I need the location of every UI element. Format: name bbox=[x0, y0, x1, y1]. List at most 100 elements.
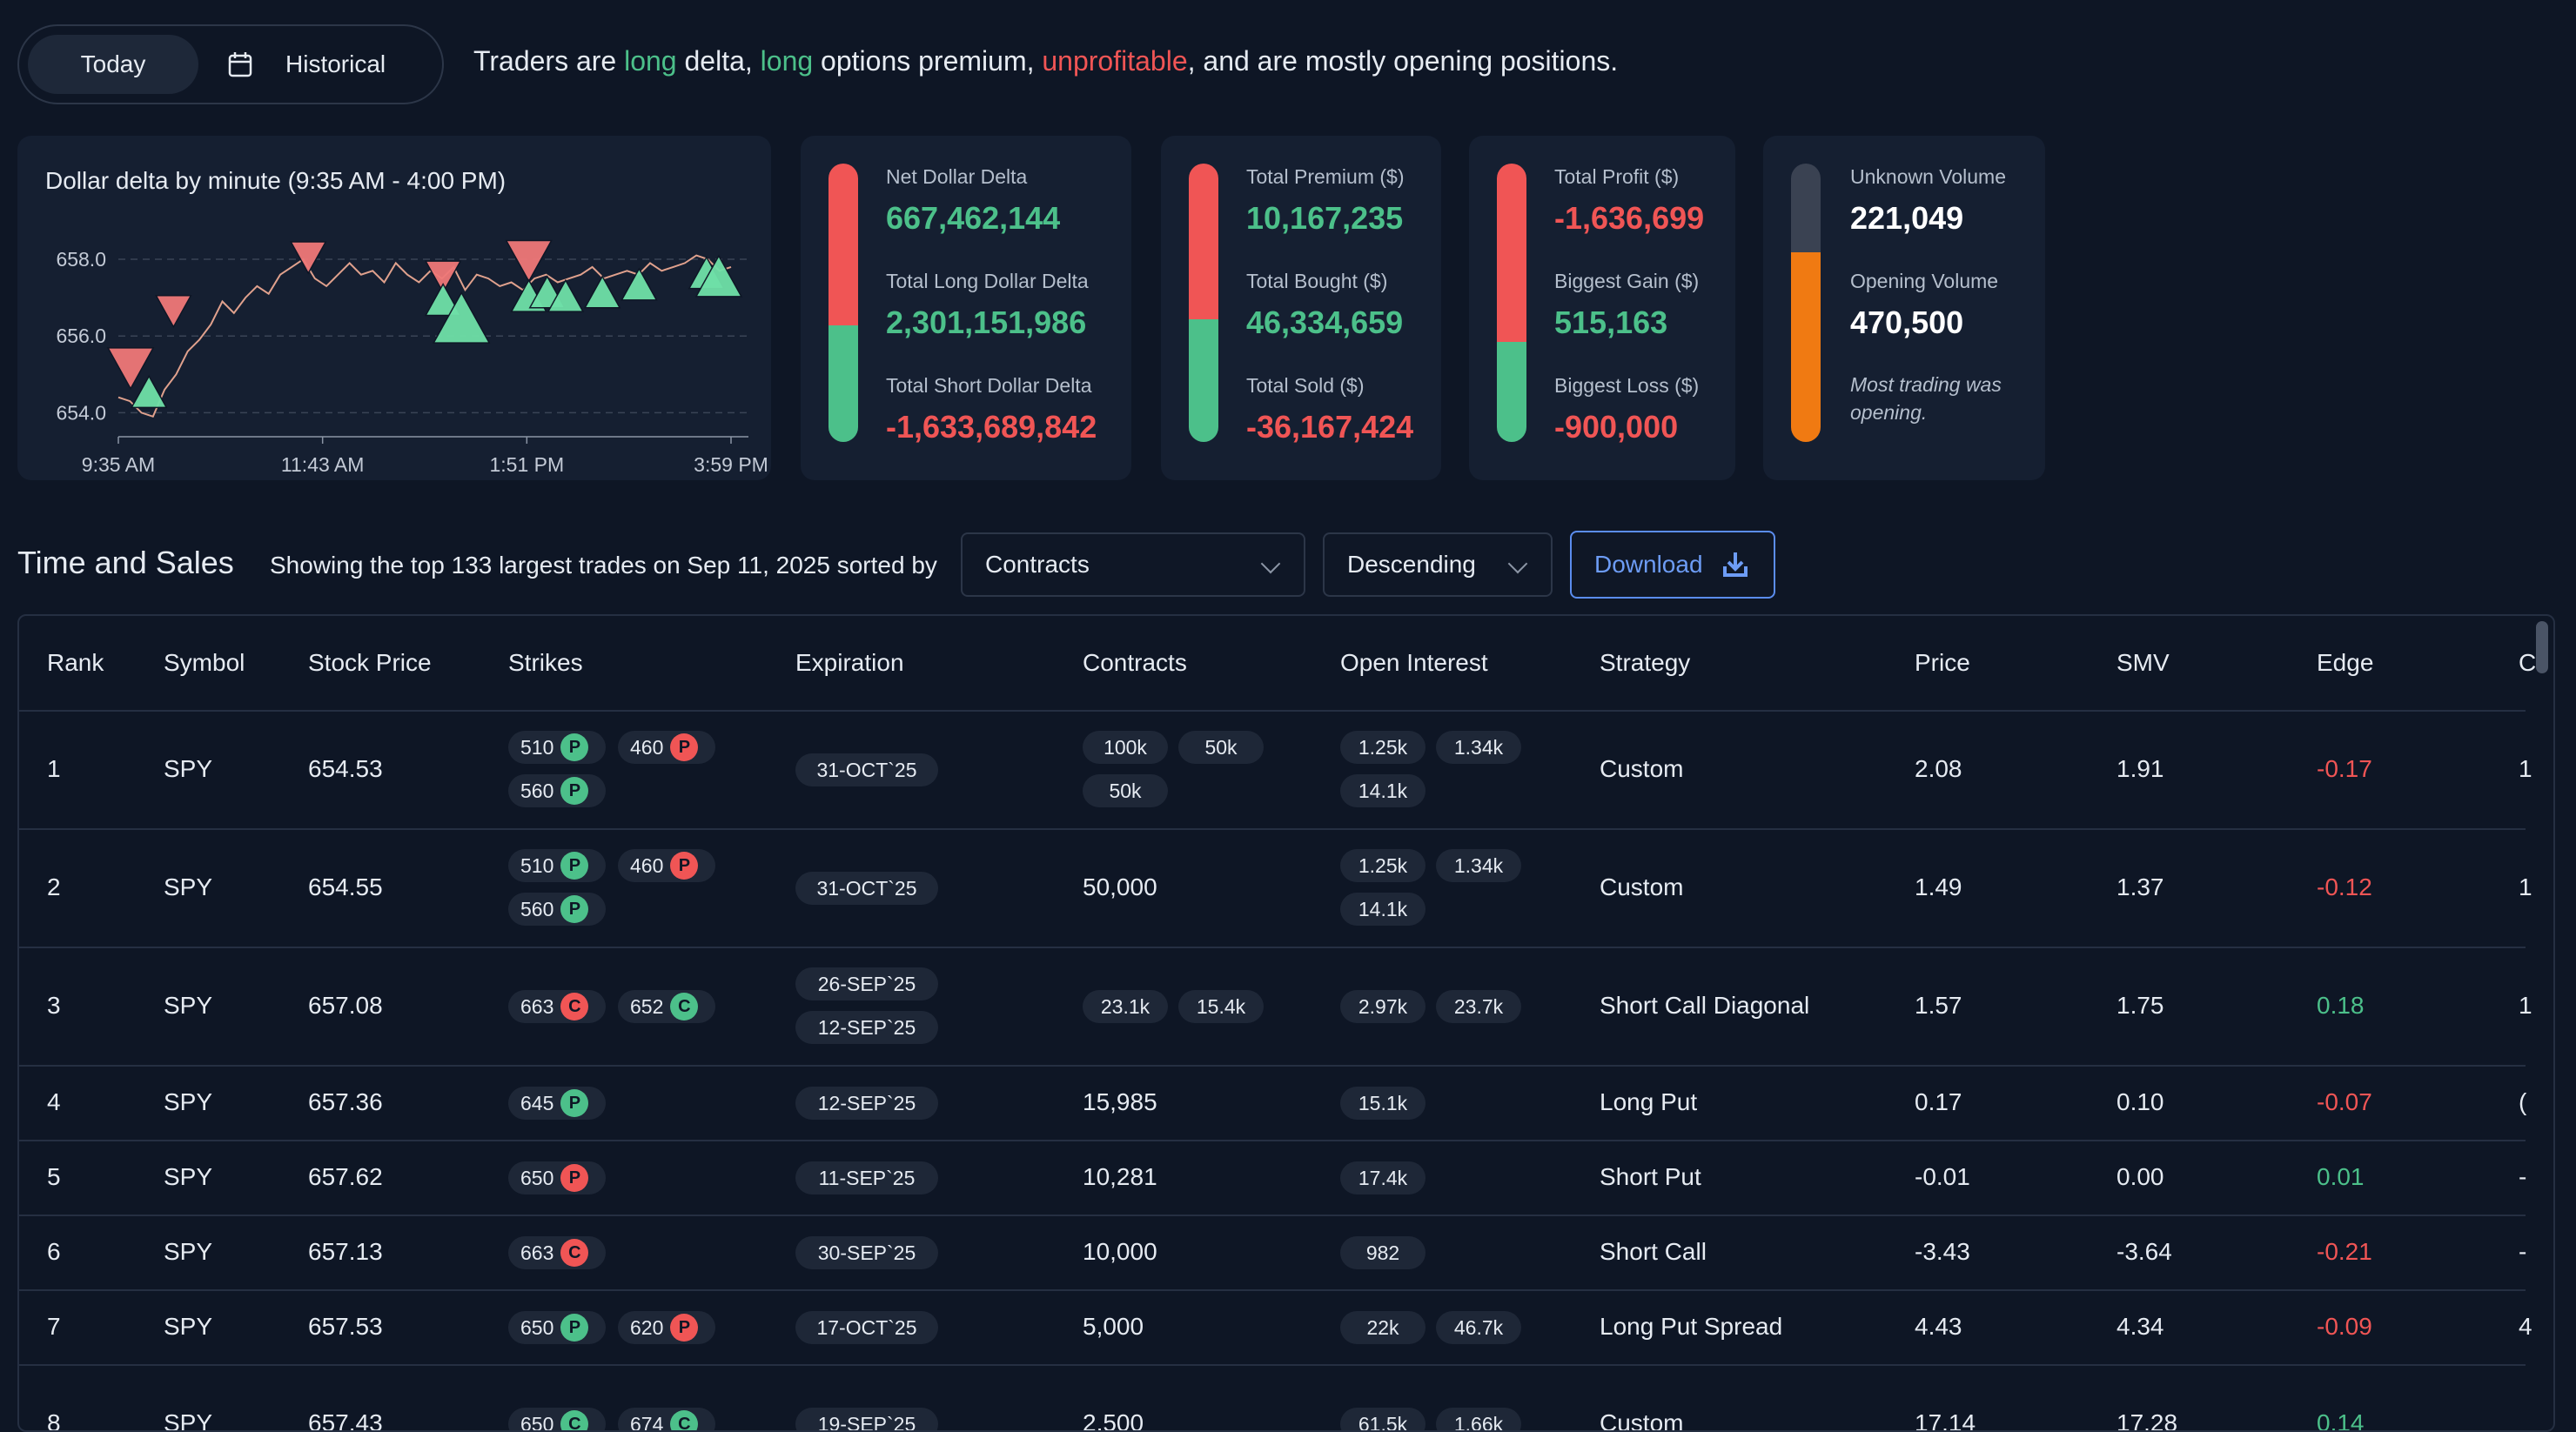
dollar-delta-card: Net Dollar Delta 667,462,144 Total Long … bbox=[801, 136, 1131, 480]
stock-price-cell: 657.53 bbox=[308, 1313, 383, 1341]
column-header-smv[interactable]: SMV bbox=[2116, 649, 2170, 677]
contracts-cell: 10,000 bbox=[1083, 1238, 1157, 1266]
put-badge: P bbox=[560, 1164, 588, 1192]
section-description: Showing the top 133 largest trades on Se… bbox=[270, 552, 937, 579]
column-header-price[interactable]: Price bbox=[1915, 649, 1970, 677]
strategy-cell: Long Put bbox=[1600, 1088, 1697, 1116]
strategy-cell: Custom bbox=[1600, 1409, 1683, 1432]
edge-cell: 0.14 bbox=[2317, 1409, 2365, 1432]
strike-value: 560 bbox=[520, 898, 553, 921]
call-badge: C bbox=[560, 1239, 588, 1267]
column-header-edge[interactable]: Edge bbox=[2317, 649, 2373, 677]
price-cell: -3.43 bbox=[1915, 1238, 1970, 1266]
short-dollar-delta-label: Total Short Dollar Delta bbox=[886, 374, 1092, 398]
chevron-down-icon bbox=[1261, 554, 1281, 574]
total-premium-label: Total Premium ($) bbox=[1246, 165, 1404, 189]
column-header-stock-price[interactable]: Stock Price bbox=[308, 649, 432, 677]
rank-cell: 7 bbox=[47, 1313, 61, 1341]
x-tick-label: 1:51 PM bbox=[490, 453, 565, 476]
sort-field-value: Contracts bbox=[985, 551, 1090, 579]
expiration-chip: 12-SEP`25 bbox=[795, 1087, 938, 1120]
stock-price-cell: 654.53 bbox=[308, 755, 383, 783]
column-header-expiration[interactable]: Expiration bbox=[795, 649, 904, 677]
put-badge: P bbox=[560, 777, 588, 805]
vertical-scrollbar[interactable] bbox=[2536, 621, 2548, 673]
strike-value: 620 bbox=[630, 1316, 663, 1340]
column-header-strikes[interactable]: Strikes bbox=[508, 649, 583, 677]
symbol-cell: SPY bbox=[164, 992, 212, 1020]
premium-card: Total Premium ($) 10,167,235 Total Bough… bbox=[1161, 136, 1441, 480]
contracts-chip: 100k bbox=[1083, 731, 1168, 764]
strategy-cell: Custom bbox=[1600, 755, 1683, 783]
expiration-chip: 30-SEP`25 bbox=[795, 1236, 938, 1269]
open-interest-chip: 46.7k bbox=[1436, 1311, 1521, 1344]
extra-cell: - bbox=[2519, 1163, 2526, 1191]
open-interest-chip: 61.5k bbox=[1340, 1408, 1426, 1432]
expiration-chip: 12-SEP`25 bbox=[795, 1011, 938, 1044]
strike-value: 560 bbox=[520, 780, 553, 803]
call-badge: C bbox=[560, 993, 588, 1020]
strategy-cell: Custom bbox=[1600, 873, 1683, 901]
biggest-loss-label: Biggest Loss ($) bbox=[1554, 374, 1699, 398]
trades-table: Rank Symbol Stock Price Strikes Expiration Co… bbox=[17, 614, 2555, 1432]
column-header-open-interest[interactable]: Open Interest bbox=[1340, 649, 1488, 677]
strike-value: 652 bbox=[630, 995, 663, 1019]
symbol-cell: SPY bbox=[164, 1409, 212, 1432]
column-header-extra[interactable]: C bbox=[2519, 649, 2536, 677]
open-interest-chip: 982 bbox=[1340, 1236, 1426, 1269]
open-interest-chip: 17.4k bbox=[1340, 1161, 1426, 1194]
chevron-down-icon bbox=[1508, 554, 1528, 574]
column-header-strategy[interactable]: Strategy bbox=[1600, 649, 1690, 677]
open-interest-chip: 1.25k bbox=[1340, 731, 1426, 764]
price-cell: 4.43 bbox=[1915, 1313, 1962, 1341]
sort-order-select[interactable]: Descending bbox=[1323, 532, 1553, 597]
y-tick-label: 654.0 bbox=[56, 401, 106, 424]
column-header-rank[interactable]: Rank bbox=[47, 649, 104, 677]
profit-bar bbox=[1497, 164, 1526, 442]
contracts-chip: 23.1k bbox=[1083, 990, 1168, 1023]
column-header-symbol[interactable]: Symbol bbox=[164, 649, 245, 677]
contracts-cell: 50,000 bbox=[1083, 873, 1157, 901]
today-button[interactable]: Today bbox=[28, 35, 198, 94]
strike-value: 645 bbox=[520, 1092, 553, 1115]
summary-text-1: Traders are bbox=[473, 45, 624, 77]
price-cell: -0.01 bbox=[1915, 1163, 1970, 1191]
price-cell: 1.57 bbox=[1915, 992, 1962, 1020]
historical-button[interactable]: Historical bbox=[228, 35, 419, 94]
contracts-cell: 5,000 bbox=[1083, 1313, 1144, 1341]
stock-price-cell: 657.36 bbox=[308, 1088, 383, 1116]
sort-order-value: Descending bbox=[1347, 551, 1476, 579]
strike-value: 460 bbox=[630, 854, 663, 878]
smv-cell: 0.00 bbox=[2116, 1163, 2164, 1191]
total-bought-value: 46,334,659 bbox=[1246, 304, 1403, 341]
total-bought-label: Total Bought ($) bbox=[1246, 270, 1387, 293]
open-interest-chip: 1.66k bbox=[1436, 1408, 1521, 1432]
historical-label: Historical bbox=[285, 50, 386, 78]
expiration-chip: 19-SEP`25 bbox=[795, 1408, 938, 1432]
strike-chip: 560 P bbox=[508, 774, 606, 807]
sell-marker bbox=[291, 242, 325, 273]
biggest-gain-value: 515,163 bbox=[1554, 304, 1667, 341]
x-tick-label: 3:59 PM bbox=[694, 453, 768, 476]
edge-cell: -0.07 bbox=[2317, 1088, 2372, 1116]
stock-price-cell: 657.62 bbox=[308, 1163, 383, 1191]
column-header-contracts[interactable]: Contracts bbox=[1083, 649, 1187, 677]
download-button[interactable]: Download bbox=[1570, 531, 1775, 599]
stock-price-cell: 657.43 bbox=[308, 1409, 383, 1432]
open-interest-chip: 1.25k bbox=[1340, 849, 1426, 882]
sort-field-select[interactable]: Contracts bbox=[961, 532, 1305, 597]
price-cell: 2.08 bbox=[1915, 755, 1962, 783]
strike-value: 510 bbox=[520, 854, 553, 878]
